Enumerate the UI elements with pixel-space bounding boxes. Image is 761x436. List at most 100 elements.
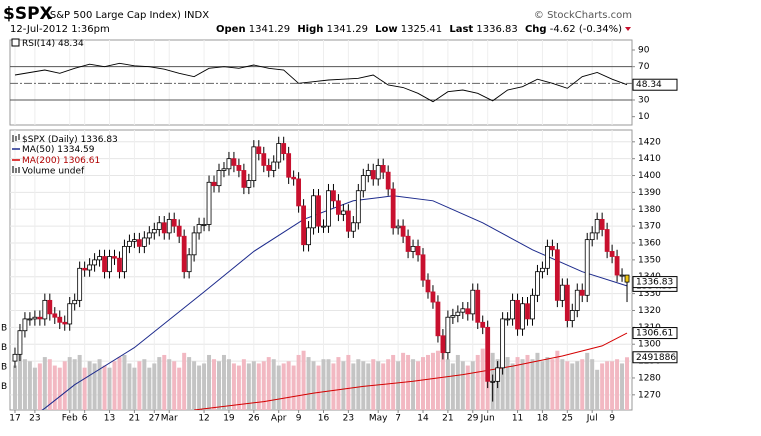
volume-bar xyxy=(306,357,311,410)
x-tick-label: 23 xyxy=(343,414,354,424)
volume-bar xyxy=(625,357,630,410)
y-tick-label: 1390 xyxy=(638,188,661,198)
volume-axis-label: B xyxy=(1,363,7,373)
volume-bar xyxy=(27,361,32,410)
x-tick-label: 16 xyxy=(318,414,330,424)
axes: 1270128012901300131013201330134013501360… xyxy=(1,46,678,424)
candle-body xyxy=(201,224,207,226)
candle-body xyxy=(465,308,471,315)
x-tick-label: 13 xyxy=(104,414,115,424)
rsi-panel xyxy=(9,39,633,126)
candle-body xyxy=(146,232,152,239)
volume-bar xyxy=(62,361,67,410)
candle-body xyxy=(599,218,605,230)
volume-bar xyxy=(366,363,371,410)
volume-bar xyxy=(391,354,396,410)
x-tick-label: May xyxy=(369,414,388,424)
candle-body xyxy=(370,170,376,180)
candle-body xyxy=(301,205,306,246)
candle-body xyxy=(385,171,391,190)
volume-bar xyxy=(117,357,122,410)
candle-body xyxy=(619,274,625,277)
price-plot xyxy=(12,136,630,410)
price-legend-name: $SPX (Daily) xyxy=(22,135,78,145)
ma200-box-label: 1306.61 xyxy=(636,329,673,339)
price-box xyxy=(632,276,678,289)
volume-axis-label: B xyxy=(1,382,7,392)
volume-bar xyxy=(600,363,605,410)
candle-body xyxy=(67,303,73,325)
candle-body xyxy=(460,308,466,313)
quote-value: 1341.29 xyxy=(327,24,368,35)
volume-bar xyxy=(610,361,615,410)
candle-body xyxy=(505,318,511,321)
candle-body xyxy=(331,190,336,202)
volume-bar xyxy=(336,357,341,410)
candle-body xyxy=(326,190,331,227)
rsi-line xyxy=(14,62,628,103)
y-tick-label: 1330 xyxy=(638,289,661,299)
candle-body xyxy=(604,229,610,252)
volume-bar xyxy=(460,361,465,410)
candle-body xyxy=(624,274,630,283)
candle-body xyxy=(420,254,426,281)
volume-bar xyxy=(580,359,585,410)
volume-bar xyxy=(565,361,570,410)
candle-body xyxy=(455,311,461,316)
candle-body xyxy=(42,299,48,320)
volume-box-label: 2491886 xyxy=(636,353,676,363)
x-tick-label: 21 xyxy=(129,414,140,424)
volume-bar xyxy=(590,359,595,410)
x-tick-label: 25 xyxy=(562,414,573,424)
candle-body xyxy=(231,158,237,166)
volume-bar xyxy=(241,359,246,410)
candle-body xyxy=(569,310,575,322)
candle-body xyxy=(584,239,590,296)
candle-body xyxy=(32,316,38,320)
volume-bar xyxy=(197,365,202,410)
candle-body xyxy=(306,227,311,246)
y-tick-label: 1350 xyxy=(638,255,661,265)
volume-bar xyxy=(216,361,221,410)
candle-body xyxy=(515,299,520,330)
candle-body xyxy=(127,240,132,247)
volume-bar xyxy=(615,359,620,410)
quote-label: Low xyxy=(375,24,397,35)
candle-body xyxy=(256,146,262,155)
candle-body xyxy=(554,249,560,301)
ma200-legend: MA(200) 1306.61 xyxy=(22,156,100,166)
volume-bar xyxy=(22,359,27,410)
volume-bar xyxy=(97,359,102,410)
x-tick-label: 27 xyxy=(149,414,160,424)
x-tick-label: Feb xyxy=(62,414,78,424)
credit: © StockCharts.com xyxy=(534,10,632,21)
volume-bar xyxy=(450,363,455,410)
rsi-plot xyxy=(14,62,628,103)
candle-body xyxy=(475,289,481,323)
volume-bar xyxy=(251,361,256,410)
candle-body xyxy=(549,245,555,251)
candle-body xyxy=(196,224,202,234)
y-tick-label: 1300 xyxy=(638,340,661,350)
x-tick-label: 9 xyxy=(609,414,615,424)
volume-bar xyxy=(545,357,550,410)
candle-body xyxy=(246,180,252,188)
quote-label: Last xyxy=(449,24,473,35)
candle-body xyxy=(271,161,277,171)
candle-body xyxy=(112,256,117,259)
candle-body xyxy=(345,210,351,232)
volume-legend-icon xyxy=(12,166,20,173)
candle-body xyxy=(450,315,456,318)
candle-body xyxy=(490,380,496,383)
candle-body xyxy=(525,303,530,320)
volume-bar xyxy=(620,363,625,410)
candle-body xyxy=(82,267,88,271)
candle-body xyxy=(500,318,506,369)
x-tick-label: Jun xyxy=(480,414,495,424)
volume-bar xyxy=(187,357,192,410)
candle-body xyxy=(27,318,33,321)
candle-body xyxy=(131,239,137,242)
volume-bar xyxy=(321,359,326,410)
volume-bar xyxy=(585,352,590,410)
x-tick-label: 14 xyxy=(417,414,429,424)
